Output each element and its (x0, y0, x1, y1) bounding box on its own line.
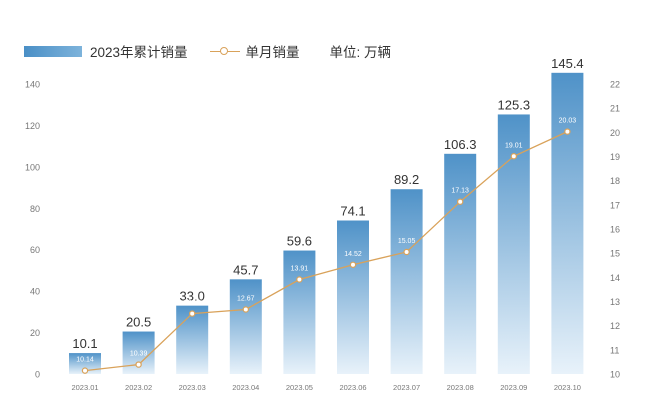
x-tick-label: 2023.03 (179, 383, 206, 392)
legend-line-label: 单月销量 (245, 45, 300, 60)
line-value-label: 12.50 (183, 300, 201, 307)
x-tick-label: 2023.07 (393, 383, 420, 392)
line-value-label: 20.03 (559, 118, 577, 125)
right-tick-label: 19 (610, 152, 620, 162)
line-point (349, 261, 357, 268)
right-tick-label: 16 (610, 225, 620, 235)
bar (444, 153, 477, 374)
legend: 2023年累计销量 单月销量 单位: 万辆 (24, 41, 391, 61)
line-value-label: 10.14 (76, 357, 94, 364)
line-value-label: 12.67 (237, 295, 255, 302)
line-value-label: 10.39 (130, 351, 148, 358)
bar (551, 72, 584, 375)
left-tick-label: 100 (25, 162, 40, 172)
x-tick-label: 2023.01 (71, 383, 98, 392)
line-value-label: 15.05 (398, 238, 416, 245)
line-point (403, 248, 410, 256)
right-tick-label: 15 (610, 249, 620, 259)
x-tick-label: 2023.10 (554, 383, 581, 392)
right-tick-label: 21 (610, 104, 620, 114)
bar-value-label: 20.5 (126, 315, 151, 330)
bar-value-label: 33.0 (180, 289, 205, 304)
bar-value-labels: 10.1 20.5 33.0 45.7 59.6 74.1 89.2 106.3 125.3 14… (72, 56, 583, 351)
right-tick-label: 22 (610, 80, 620, 90)
right-tick-label: 20 (610, 128, 620, 138)
line-point (296, 276, 303, 283)
left-tick-label: 40 (30, 287, 40, 297)
left-tick-label: 0 (35, 370, 40, 380)
bar (229, 279, 262, 374)
line-point (135, 361, 142, 368)
legend-bar-swatch (24, 45, 82, 57)
x-tick-label: 2023.09 (500, 383, 527, 392)
left-tick-label: 140 (25, 80, 40, 90)
bar-value-label: 59.6 (287, 234, 312, 249)
x-tick-label: 2023.04 (232, 383, 259, 392)
bar-value-label: 145.4 (551, 56, 584, 71)
legend-bar-label: 2023年累计销量 (90, 45, 188, 60)
right-tick-label: 17 (610, 200, 620, 210)
left-tick-label: 60 (30, 245, 40, 255)
bar-series (69, 72, 584, 375)
right-y-axis: 10 11 12 13 14 15 16 17 18 19 20 21 22 (610, 80, 620, 380)
bar-value-label: 125.3 (498, 97, 531, 112)
left-tick-label: 20 (30, 328, 40, 338)
line-value-label: 19.01 (505, 142, 523, 149)
line-point (564, 128, 571, 135)
right-tick-label: 18 (610, 176, 620, 186)
x-tick-label: 2023.08 (447, 383, 474, 392)
x-tick-label: 2023.06 (339, 383, 366, 392)
bar (337, 220, 369, 374)
right-tick-label: 13 (610, 297, 620, 307)
left-tick-label: 80 (30, 204, 40, 214)
line-point (242, 306, 249, 313)
line-point (81, 367, 89, 374)
bar-value-label: 10.1 (72, 336, 97, 351)
line-value-label: 13.91 (291, 266, 309, 273)
x-tick-label: 2023.02 (125, 383, 152, 392)
x-tick-label: 2023.05 (286, 383, 313, 392)
line-value-label: 17.13 (451, 188, 469, 195)
right-tick-label: 14 (610, 273, 620, 283)
line-value-labels: 10.14 10.39 12.50 12.67 13.91 14.52 15.05 17.13… (76, 118, 576, 364)
unit-label: 单位: 万辆 (329, 45, 392, 60)
bar (176, 305, 209, 374)
bar-value-label: 45.7 (233, 262, 258, 277)
bar (283, 250, 316, 374)
right-tick-label: 10 (610, 370, 620, 380)
bar (390, 189, 423, 374)
line-point (457, 198, 464, 205)
line-point (510, 153, 517, 160)
right-tick-label: 12 (610, 321, 620, 331)
line-point (188, 310, 196, 317)
bar-value-label: 74.1 (340, 204, 365, 219)
bar (69, 353, 101, 374)
right-tick-label: 11 (610, 345, 619, 355)
line-value-label: 14.52 (344, 251, 362, 258)
line-series (81, 128, 571, 374)
bar-value-label: 89.2 (394, 172, 419, 187)
line-path (84, 131, 568, 372)
x-axis: 2023.01 2023.02 2023.03 2023.04 2023.05 2023.… (71, 383, 581, 392)
left-y-axis: 0 20 40 60 80 100 120 140 (25, 80, 40, 380)
bar-value-label: 106.3 (444, 137, 477, 152)
legend-line-swatch (209, 45, 240, 57)
left-tick-label: 120 (25, 121, 40, 131)
